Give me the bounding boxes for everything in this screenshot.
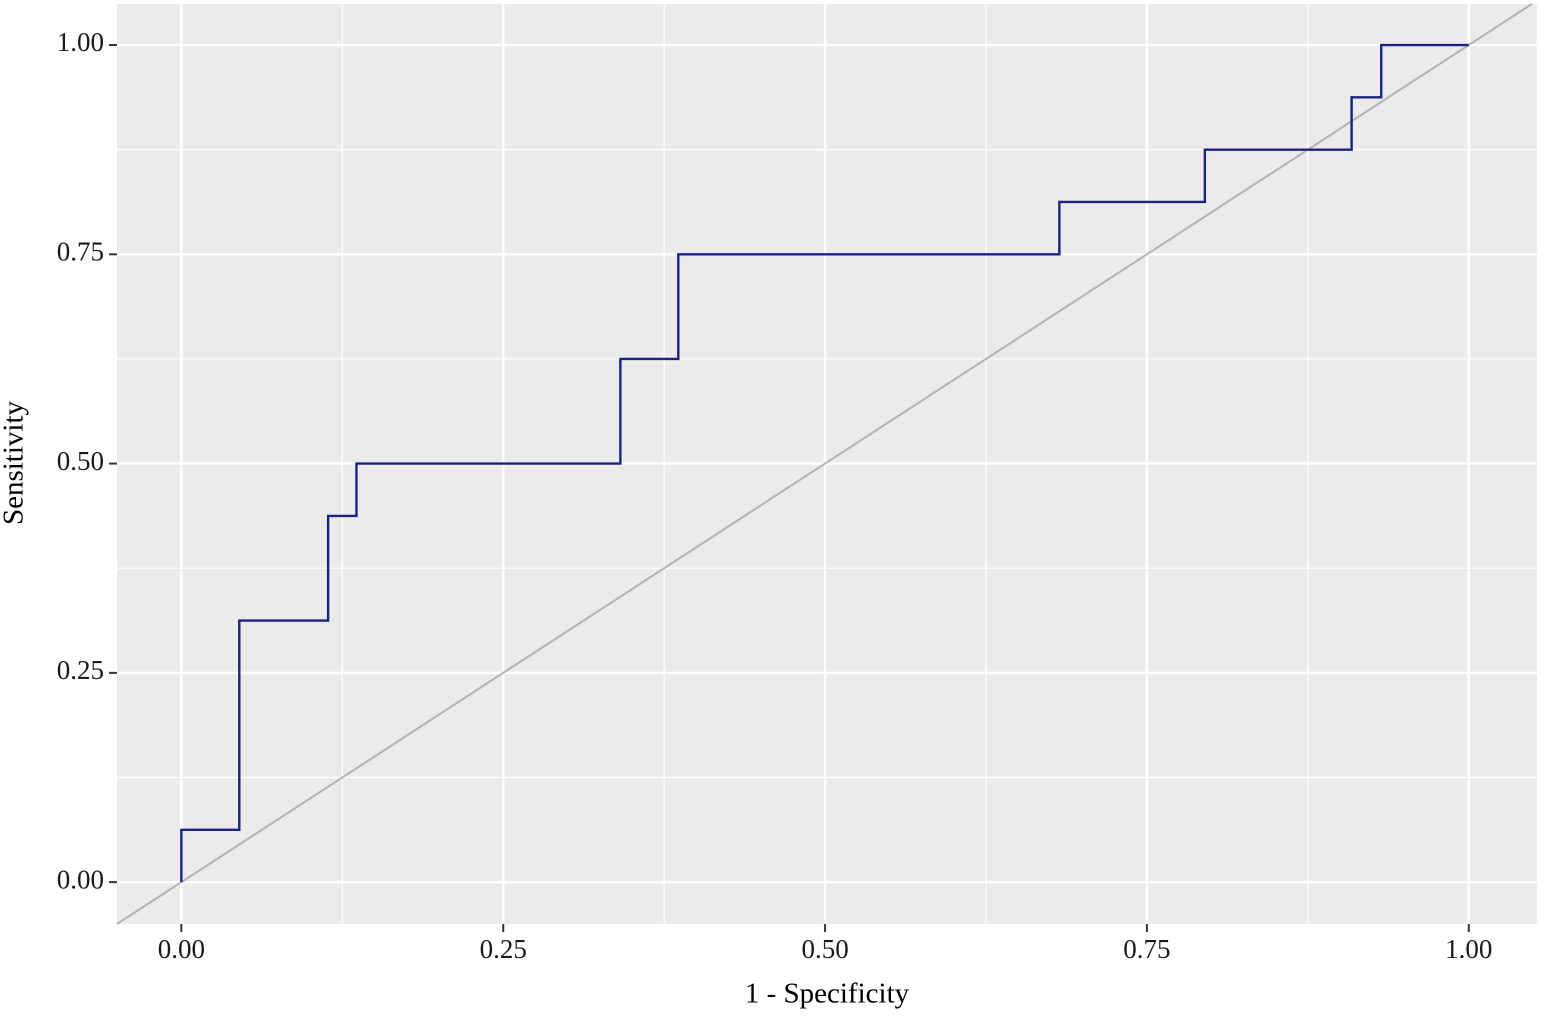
y-axis-title: Sensitivity bbox=[0, 400, 30, 525]
x-tick-label: 0.00 bbox=[158, 934, 205, 964]
reference-diagonal bbox=[116, 3, 1533, 925]
x-tick-label: 0.25 bbox=[480, 934, 527, 964]
y-tick-label: 0.75 bbox=[57, 237, 104, 267]
x-tick-label: 1.00 bbox=[1445, 934, 1492, 964]
x-axis-title: 1 - Specificity bbox=[745, 978, 910, 1010]
y-tick-label: 1.00 bbox=[57, 27, 104, 57]
y-tick-label: 0.50 bbox=[57, 446, 104, 476]
y-tick-label: 0.00 bbox=[57, 864, 104, 894]
y-tick-label: 0.25 bbox=[57, 655, 104, 685]
x-tick-label: 0.75 bbox=[1123, 934, 1170, 964]
x-tick-label: 0.50 bbox=[801, 934, 848, 964]
roc-curve bbox=[180, 43, 1469, 883]
